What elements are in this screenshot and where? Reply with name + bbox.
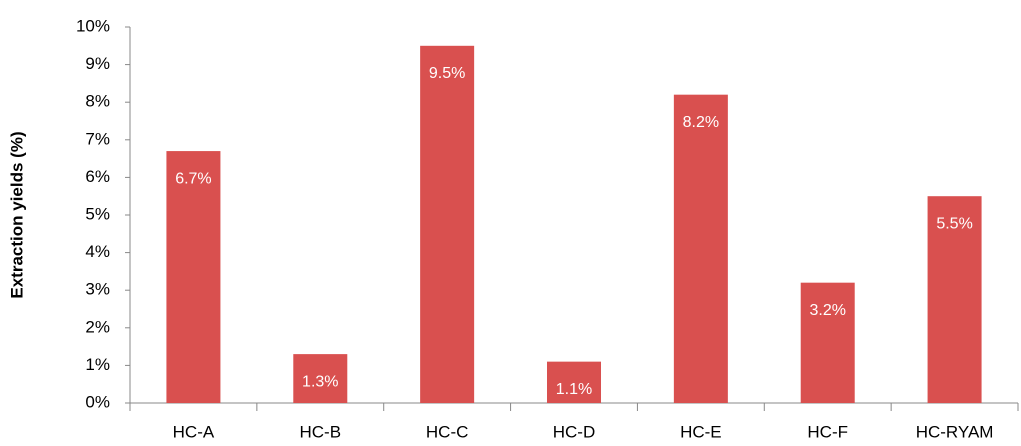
y-tick-label: 8% <box>85 92 110 111</box>
data-label: 6.7% <box>175 170 211 187</box>
x-tick-label: HC-E <box>680 422 722 441</box>
y-tick-label: 3% <box>85 280 110 299</box>
bar <box>547 361 601 403</box>
x-tick-label: HC-RYAM <box>916 422 994 441</box>
y-tick-label: 4% <box>85 242 110 261</box>
bar <box>166 151 221 403</box>
y-tick-label: 5% <box>85 204 110 223</box>
y-tick-label: 2% <box>85 317 110 336</box>
x-tick-label: HC-F <box>807 422 848 441</box>
data-label: 1.3% <box>302 373 338 390</box>
x-tick-label: HC-D <box>553 422 596 441</box>
data-label: 9.5% <box>429 65 465 82</box>
y-axis-title: Extraction yields (%) <box>7 131 26 298</box>
data-label: 3.2% <box>809 302 845 319</box>
data-label: 1.1% <box>556 381 592 398</box>
bar <box>673 94 728 404</box>
y-tick-label: 0% <box>85 392 110 411</box>
y-tick-label: 6% <box>85 167 110 186</box>
bar <box>927 196 982 403</box>
y-tick-label: 1% <box>85 355 110 374</box>
y-tick-label: 10% <box>76 16 110 35</box>
data-label: 8.2% <box>683 114 719 131</box>
bar <box>293 354 348 403</box>
x-tick-label: HC-B <box>300 422 342 441</box>
y-tick-label: 7% <box>85 129 110 148</box>
y-tick-label: 9% <box>85 54 110 73</box>
x-tick-label: HC-C <box>426 422 469 441</box>
bar <box>800 282 855 403</box>
bar <box>420 45 475 404</box>
data-label: 5.5% <box>936 215 972 232</box>
x-tick-label: HC-A <box>173 422 215 441</box>
